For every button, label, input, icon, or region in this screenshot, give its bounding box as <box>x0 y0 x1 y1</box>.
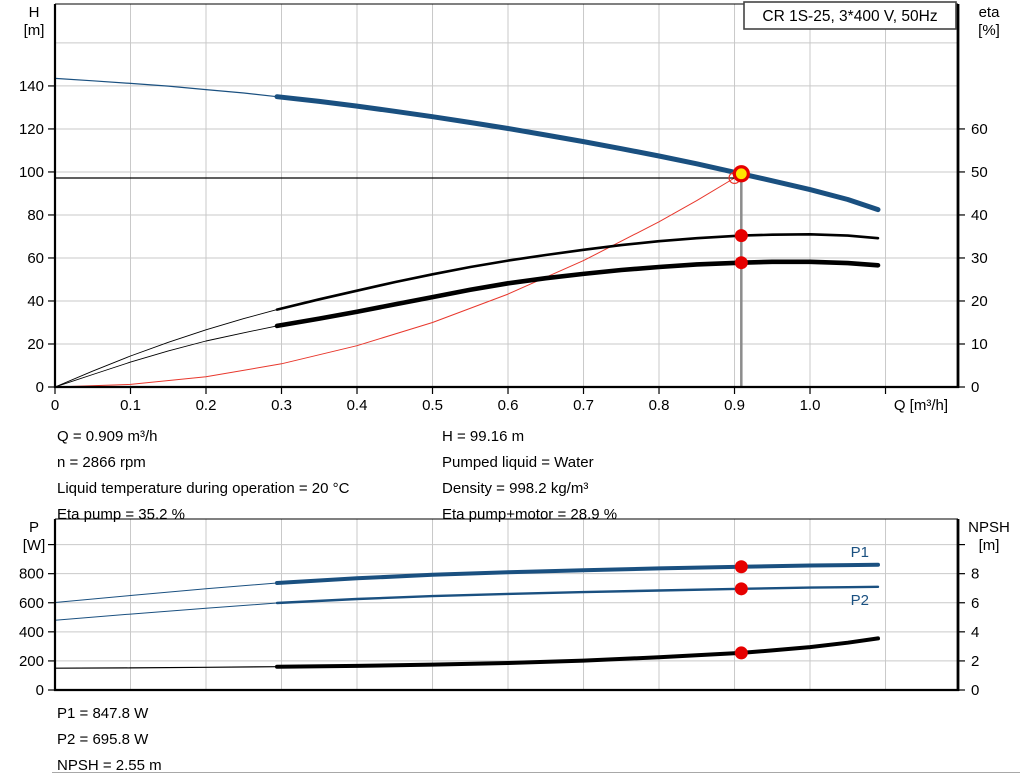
right-axis-title: NPSH <box>968 519 1010 536</box>
duty-info-left-column: Q = 0.909 m³/h n = 2866 rpm Liquid tempe… <box>57 424 349 528</box>
eta-pump-motor-curve <box>54 325 278 388</box>
liquid-temperature-text: Liquid temperature during operation = 20… <box>57 480 350 497</box>
qh-curve <box>274 94 881 213</box>
left-axis-title: P <box>29 519 39 536</box>
eta-pump-motor-point <box>734 256 748 270</box>
eta-pump-curve <box>275 233 880 311</box>
x-tick-label: 0.7 <box>573 397 594 414</box>
right-axis-title: eta <box>979 4 1001 21</box>
duty-point <box>732 165 750 183</box>
right-tick-label: 6 <box>971 595 979 612</box>
eta-pump-text: Eta pump = 35.2 % <box>57 506 185 523</box>
x-tick-label: 0.6 <box>498 397 519 414</box>
eta-pump-point <box>734 229 748 243</box>
x-tick-label: 0 <box>51 397 59 414</box>
x-tick-label: 1.0 <box>800 397 821 414</box>
p1-curve <box>275 562 880 585</box>
right-tick-label: 0 <box>971 682 979 699</box>
x-tick-label: 0.1 <box>120 397 141 414</box>
chart-title-box <box>743 1 957 30</box>
npsh-value-text: NPSH = 2.55 m <box>57 757 162 774</box>
right-tick-label: 40 <box>971 207 988 224</box>
p2-value-text: P2 = 695.8 W <box>57 731 149 748</box>
right-axis-title: [m] <box>979 537 1000 554</box>
duty-flow-text: Q = 0.909 m³/h <box>57 428 158 445</box>
bottom-divider <box>52 772 1020 773</box>
x-tick-label: 0.3 <box>271 397 292 414</box>
left-tick-label: 0 <box>36 682 44 699</box>
right-tick-label: 50 <box>971 164 988 181</box>
right-tick-label: 30 <box>971 250 988 267</box>
eta-pump-curve <box>54 309 278 388</box>
left-tick-label: 80 <box>27 207 44 224</box>
qh-curve <box>54 77 278 98</box>
p1-point <box>734 560 748 574</box>
left-axis-title: [m] <box>24 22 45 39</box>
eta-pump-motor-curve <box>274 259 881 329</box>
left-tick-label: 20 <box>27 336 44 353</box>
left-axis-title: H <box>29 4 40 21</box>
npsh-curve <box>275 636 880 669</box>
npsh-curve <box>54 666 278 669</box>
system-curve <box>54 173 742 388</box>
left-tick-label: 800 <box>19 566 44 583</box>
right-tick-label: 4 <box>971 624 979 641</box>
right-tick-label: 8 <box>971 566 979 583</box>
left-tick-label: 400 <box>19 624 44 641</box>
right-tick-label: 10 <box>971 336 988 353</box>
left-tick-label: 600 <box>19 595 44 612</box>
pumped-liquid-text: Pumped liquid = Water <box>442 454 594 471</box>
right-axis-title: [%] <box>978 22 1000 39</box>
x-tick-label: 0.4 <box>347 397 368 414</box>
x-tick-label: 0.9 <box>724 397 745 414</box>
curve-label-p1: P1 <box>851 544 869 561</box>
left-axis-title: [W] <box>23 537 46 554</box>
x-tick-label: 0.2 <box>196 397 217 414</box>
eta-pump-motor-text: Eta pump+motor = 28.9 % <box>442 506 618 523</box>
x-tick-label: 0.5 <box>422 397 443 414</box>
qh-eta-chart: 0 0.1 0.2 0.3 0.4 0.5 0.6 0.7 0.8 0.9 1.0 0 20 40 60 80… <box>19 1 1001 414</box>
power-info-column: P1 = 847.8 W P2 = 695.8 W NPSH = 2.55 m <box>57 701 162 779</box>
right-tick-label: 2 <box>971 653 979 670</box>
density-text: Density = 998.2 kg/m³ <box>442 480 589 497</box>
curve-label-p2: P2 <box>851 592 869 609</box>
chart-title: CR 1S-25, 3*400 V, 50Hz <box>762 8 937 25</box>
left-tick-label: 60 <box>27 250 44 267</box>
right-tick-label: 60 <box>971 121 988 138</box>
npsh-point <box>734 646 748 660</box>
p2-curve <box>54 602 278 621</box>
p2-point <box>734 582 748 596</box>
duty-info-right-column: H = 99.16 m Pumped liquid = Water Densit… <box>442 424 617 528</box>
p2-curve <box>275 585 880 605</box>
duty-head-text: H = 99.16 m <box>442 428 525 445</box>
duty-speed-text: n = 2866 rpm <box>57 454 146 471</box>
power-npsh-chart: 0 200 400 600 800 0 2 4 6 8 P[W] NPSH[m] P1 P2 <box>19 518 1010 699</box>
x-axis-title: Q [m³/h] <box>894 397 948 414</box>
left-tick-label: 40 <box>27 293 44 310</box>
left-tick-label: 0 <box>36 379 44 396</box>
left-tick-label: 100 <box>19 164 44 181</box>
left-tick-label: 140 <box>19 78 44 95</box>
right-tick-label: 20 <box>971 293 988 310</box>
right-tick-label: 0 <box>971 379 979 396</box>
left-tick-label: 120 <box>19 121 44 138</box>
p1-value-text: P1 = 847.8 W <box>57 705 149 722</box>
x-tick-label: 0.8 <box>649 397 670 414</box>
left-tick-label: 200 <box>19 653 44 670</box>
p1-curve <box>54 582 278 603</box>
